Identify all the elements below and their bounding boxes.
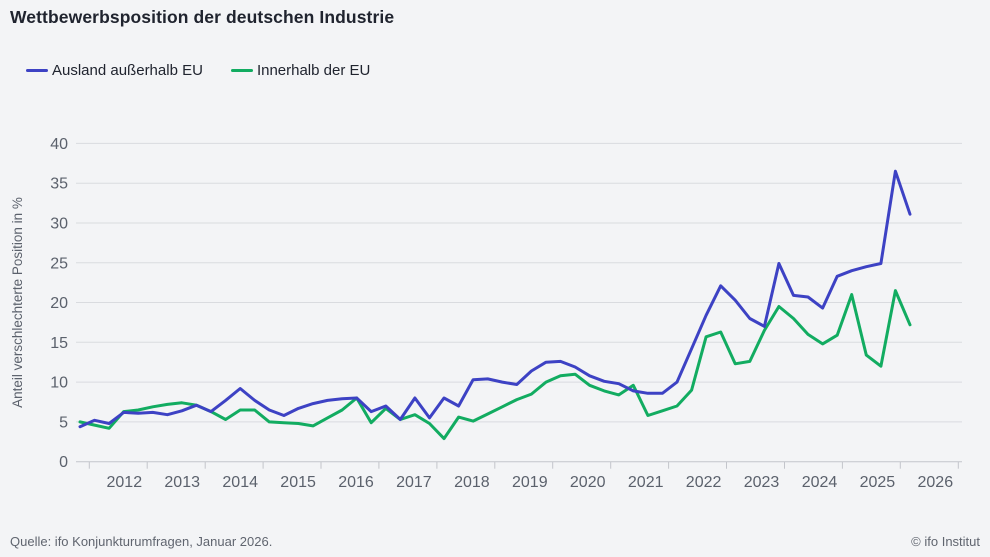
y-tick-label-20: 20 <box>50 295 68 312</box>
x-tick-label-2018: 2018 <box>454 474 490 491</box>
legend-label-eu: Innerhalb der EU <box>256 62 371 79</box>
x-tick-label-2012: 2012 <box>107 474 143 491</box>
y-tick-label-25: 25 <box>50 255 68 272</box>
x-tick-label-2014: 2014 <box>222 474 258 491</box>
y-tick-label-40: 40 <box>50 136 68 153</box>
legend-item-ausland: Ausland außerhalb EU <box>26 62 203 79</box>
x-tick-label-2013: 2013 <box>164 474 200 491</box>
x-tick-label-2015: 2015 <box>280 474 316 491</box>
y-tick-label-15: 15 <box>50 335 68 352</box>
page-title: Wettbewerbsposition der deutschen Indust… <box>10 7 395 27</box>
x-tick-label-2024: 2024 <box>802 474 838 491</box>
x-tick-label-2023: 2023 <box>744 474 780 491</box>
legend-swatch-eu-icon <box>230 68 253 73</box>
copyright-note: © ifo Institut <box>911 534 980 549</box>
x-tick-label-2017: 2017 <box>396 474 432 491</box>
legend-label-ausland: Ausland außerhalb EU <box>52 62 203 79</box>
y-tick-label-10: 10 <box>50 375 68 392</box>
y-tick-label-5: 5 <box>59 414 68 431</box>
source-note: Quelle: ifo Konjunkturumfragen, Januar 2… <box>10 534 273 549</box>
y-tick-label-35: 35 <box>50 176 68 193</box>
x-tick-label-2026: 2026 <box>918 474 954 491</box>
y-tick-label-30: 30 <box>50 216 68 233</box>
series-line-ausland <box>78 169 912 429</box>
x-tick-label-2025: 2025 <box>860 474 896 491</box>
legend-item-eu: Innerhalb der EU <box>230 62 371 79</box>
legend-swatch-ausland-icon <box>26 68 48 73</box>
x-tick-label-2022: 2022 <box>686 474 722 491</box>
x-tick-label-2021: 2021 <box>628 474 664 491</box>
y-tick-label-0: 0 <box>59 454 68 471</box>
x-tick-label-2016: 2016 <box>338 474 374 491</box>
x-tick-label-2019: 2019 <box>512 474 548 491</box>
legend: Ausland außerhalb EU Innerhalb der EU <box>26 62 370 79</box>
y-axis-title: Anteil verschlechterte Position in % <box>10 197 25 408</box>
x-tick-label-2020: 2020 <box>570 474 606 491</box>
series-line-eu <box>78 289 912 441</box>
